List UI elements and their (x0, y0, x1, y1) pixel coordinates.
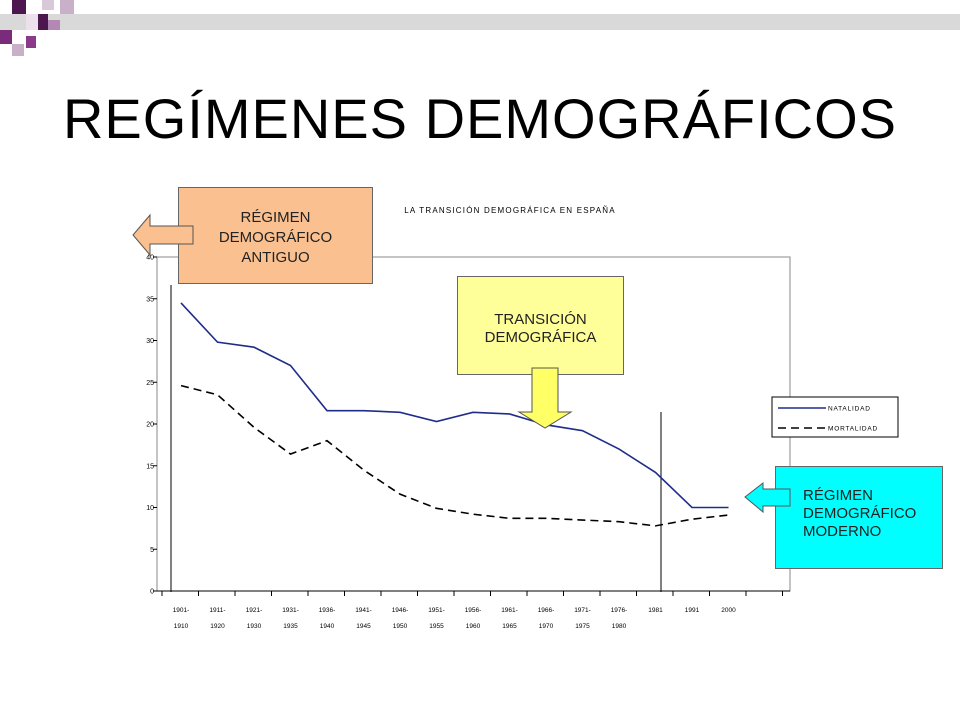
deco-square (0, 30, 12, 44)
x-tick-label: 1976- (611, 607, 628, 614)
y-tick-label: 35 (146, 296, 154, 303)
x-tick-label: 1975 (575, 623, 590, 630)
x-tick-label: 1955 (429, 623, 444, 630)
series-layer (180, 302, 729, 527)
x-tick-label: 1960 (466, 623, 481, 630)
chart-title: LA TRANSICIÓN DEMOGRÁFICA EN ESPAÑA (404, 206, 616, 215)
x-tick-label: 1936- (319, 607, 336, 614)
x-tick-label: 1956- (465, 607, 482, 614)
x-tick-label: 1981 (648, 607, 663, 614)
deco-square (38, 14, 48, 30)
legend-label: MORTALIDAD (828, 426, 878, 433)
decorative-squares (0, 0, 960, 56)
deco-band (0, 14, 960, 30)
x-tick-label: 1935 (283, 623, 298, 630)
deco-square (42, 0, 54, 10)
x-tick-label: 1950 (393, 623, 408, 630)
x-tick-label: 1940 (320, 623, 335, 630)
y-tick-label: 30 (146, 338, 154, 345)
y-tick-label: 15 (146, 463, 154, 470)
callout-line: DEMOGRÁFICA (484, 329, 597, 346)
callout-line: RÉGIMEN (803, 487, 874, 504)
y-tick-label: 0 (150, 589, 154, 596)
x-tick-label: 1920 (210, 623, 225, 630)
x-tick-label: 1991 (685, 607, 700, 614)
x-tick-label: 1921- (246, 607, 263, 614)
legend-label: NATALIDAD (828, 406, 871, 413)
callout-line: ANTIGUO (241, 249, 310, 266)
x-axis: 1901- 1910 1911- 1920 1921- 1930 1931- 1935 1936… (157, 590, 790, 630)
legend-box (771, 396, 899, 438)
deco-square (12, 0, 26, 14)
left-arrow-icon (132, 213, 194, 257)
deco-square (60, 0, 74, 14)
callout-line: DEMOGRÁFICO (803, 505, 917, 522)
deco-square (12, 44, 24, 56)
x-tick-label: 1910 (174, 623, 189, 630)
callout-regimen-antiguo: RÉGIMEN DEMOGRÁFICO ANTIGUO (178, 187, 373, 284)
x-tick-label: 1951- (428, 607, 445, 614)
legend: NATALIDAD MORTALIDAD (771, 396, 899, 438)
y-tick-label: 5 (150, 547, 154, 554)
x-tick-label: 1930 (247, 623, 262, 630)
x-tick-label: 1911- (209, 607, 225, 614)
y-tick-label: 40 (146, 255, 154, 262)
x-tick-label: 1961- (501, 607, 518, 614)
callout-regimen-moderno: RÉGIMEN DEMOGRÁFICO MODERNO (775, 466, 943, 569)
x-tick-label: 1945 (356, 623, 371, 630)
callout-line: MODERNO (803, 523, 882, 540)
y-axis: 0 5 10 15 20 25 30 35 40 (146, 255, 157, 596)
x-tick-label: 1971- (574, 607, 591, 614)
x-tick-label: 1980 (612, 623, 627, 630)
series-line-natalidad (180, 302, 729, 509)
deco-square (26, 14, 38, 30)
y-tick-label: 20 (146, 422, 154, 429)
deco-square (48, 20, 60, 30)
x-tick-label: 1970 (539, 623, 554, 630)
callout-line: TRANSICIÓN (494, 311, 587, 328)
y-tick-label: 10 (146, 505, 154, 512)
x-tick-label: 1901- (173, 607, 190, 614)
callout-line: DEMOGRÁFICO (218, 229, 333, 246)
down-arrow-icon (517, 367, 573, 429)
x-tick-label: 1965 (502, 623, 517, 630)
y-tick-label: 25 (146, 380, 154, 387)
x-tick-label: 1931- (282, 607, 299, 614)
x-tick-label: 1966- (538, 607, 555, 614)
deco-square (26, 36, 36, 48)
x-tick-label: 1941- (355, 607, 372, 614)
callout-transicion: TRANSICIÓN DEMOGRÁFICA (457, 276, 624, 375)
x-tick-label: 2000 (721, 607, 736, 614)
series-line-mortalidad (180, 384, 729, 527)
slide-title: REGÍMENES DEMOGRÁFICOS (62, 87, 898, 150)
callout-line: RÉGIMEN (240, 209, 311, 226)
x-tick-label: 1946- (392, 607, 409, 614)
left-arrow-icon (744, 481, 791, 514)
